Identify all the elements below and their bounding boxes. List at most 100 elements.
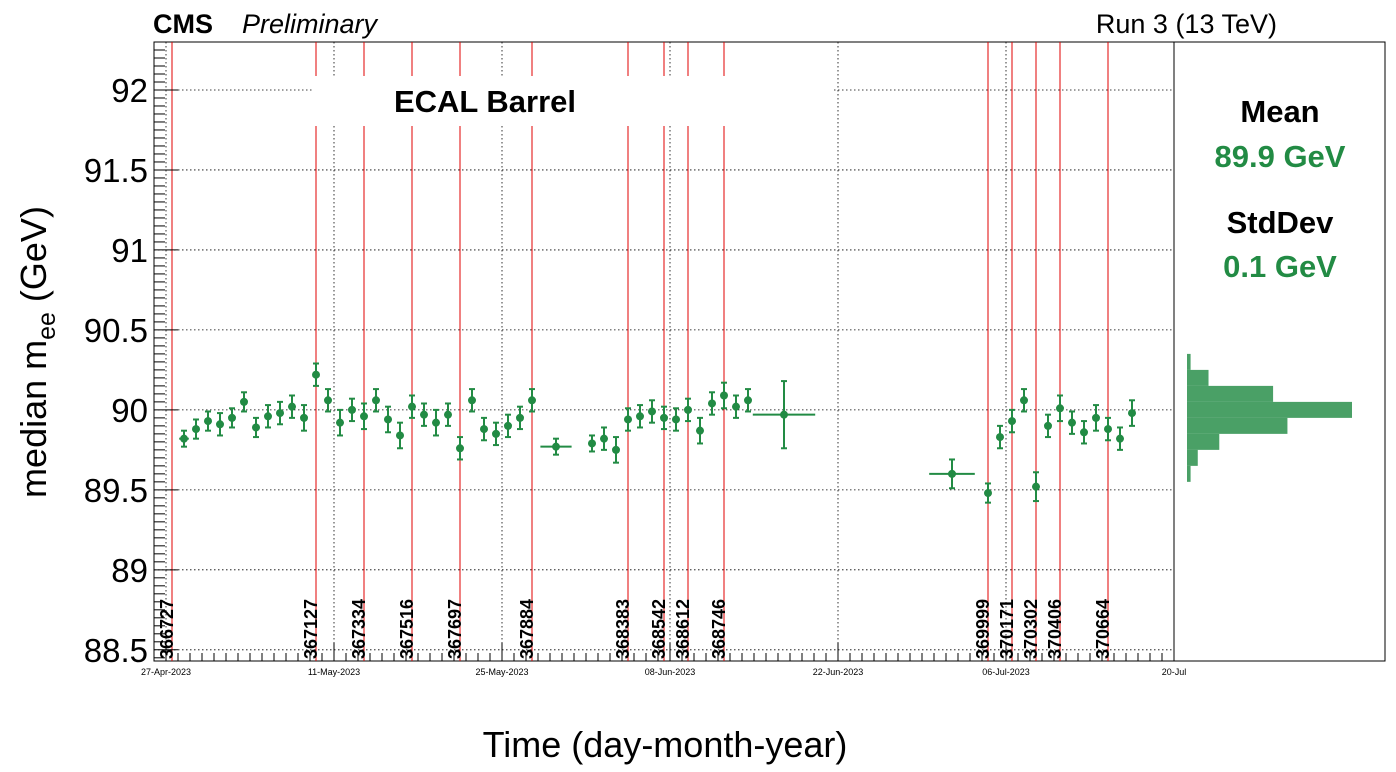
data-point <box>396 431 404 440</box>
data-point <box>420 410 428 419</box>
x-tick-label: 20-Jul <box>1162 667 1187 677</box>
data-point <box>780 410 788 419</box>
mean-label: Mean <box>1240 94 1319 129</box>
x-tick-label: 08-Jun-2023 <box>645 667 696 677</box>
data-point <box>360 412 368 421</box>
data-point <box>948 469 956 478</box>
histogram-bar <box>1187 369 1209 386</box>
data-point <box>1128 409 1136 418</box>
chart-title: ECAL Barrel <box>394 84 576 119</box>
run-label: 367516 <box>397 599 417 659</box>
data-point <box>1068 418 1076 427</box>
data-point <box>744 396 752 405</box>
y-tick-label: 92 <box>111 72 148 109</box>
x-axis-title: Time (day-month-year) <box>483 724 848 765</box>
x-tick-label: 27-Apr-2023 <box>141 667 191 677</box>
data-point <box>336 418 344 427</box>
data-point <box>192 425 200 434</box>
x-tick-label: 11-May-2023 <box>308 667 360 677</box>
histogram-bar <box>1187 401 1352 418</box>
data-point <box>528 396 536 405</box>
data-point <box>252 423 260 432</box>
data-point <box>696 426 704 435</box>
data-point <box>348 405 356 414</box>
title-backdrop <box>312 76 832 126</box>
run-label: 368746 <box>709 599 729 659</box>
data-point <box>732 402 740 411</box>
data-point <box>648 407 656 416</box>
run-label: 369999 <box>973 599 993 659</box>
data-point <box>624 415 632 424</box>
run-label: 370406 <box>1045 599 1065 659</box>
data-point <box>516 413 524 422</box>
data-point <box>288 402 296 411</box>
histogram-bar <box>1187 417 1288 434</box>
histogram-bar <box>1187 353 1191 370</box>
y-tick-label: 91 <box>111 232 148 269</box>
data-point <box>984 489 992 498</box>
y-axis-title-main: median m <box>13 340 54 498</box>
data-point <box>228 413 236 422</box>
data-point <box>204 417 212 426</box>
data-point <box>1104 425 1112 434</box>
data-point <box>240 397 248 406</box>
x-tick-label: 25-May-2023 <box>475 667 528 677</box>
data-point <box>1044 421 1052 430</box>
histogram-bar <box>1187 465 1191 482</box>
data-point <box>1056 404 1064 413</box>
data-point <box>720 391 728 400</box>
preliminary-label: Preliminary <box>242 9 379 39</box>
run-label: 368383 <box>613 599 633 659</box>
data-point <box>672 415 680 424</box>
data-points <box>179 362 1136 504</box>
data-point <box>1092 413 1100 422</box>
y-tick-label: 90.5 <box>84 312 148 349</box>
title-layer: ECAL Barrel <box>312 76 832 126</box>
y-tick-label: 89.5 <box>84 472 148 509</box>
cms-label: CMS <box>153 9 213 39</box>
data-point <box>504 421 512 430</box>
data-point <box>444 410 452 419</box>
y-axis-title-unit: (GeV) <box>13 206 54 312</box>
stddev-value: 0.1 GeV <box>1223 249 1337 284</box>
run-label: 367884 <box>517 599 537 659</box>
histogram <box>1187 353 1352 482</box>
run-label: 366727 <box>157 599 177 659</box>
data-point <box>408 402 416 411</box>
data-point <box>708 399 716 408</box>
data-point <box>1032 482 1040 491</box>
data-point <box>456 444 464 453</box>
data-point <box>1008 417 1016 426</box>
mean-value: 89.9 GeV <box>1215 139 1346 174</box>
data-point <box>432 418 440 427</box>
data-point <box>996 433 1004 442</box>
histogram-panel-frame <box>1173 41 1386 662</box>
data-point <box>276 409 284 418</box>
y-tick-label: 89 <box>111 552 148 589</box>
y-axis-title: median mee (GeV) <box>13 206 61 498</box>
data-point <box>612 445 620 454</box>
histogram-bar <box>1187 449 1198 466</box>
run-label: 367334 <box>349 599 369 659</box>
data-point <box>180 434 188 443</box>
stddev-label: StdDev <box>1227 205 1335 240</box>
run-labels: 366727 367127 367334 367516 367697 367884 3683… <box>157 599 1113 659</box>
y-tick-label: 90 <box>111 392 148 429</box>
data-point <box>312 370 320 379</box>
data-point <box>300 413 308 422</box>
run-label: 370302 <box>1021 599 1041 659</box>
data-point <box>1080 428 1088 437</box>
data-point <box>324 396 332 405</box>
run-label: 370664 <box>1093 599 1113 659</box>
run-label: 367127 <box>301 599 321 659</box>
data-point <box>492 429 500 438</box>
data-point <box>588 439 596 448</box>
histogram-bar <box>1187 433 1220 450</box>
run-label: 368612 <box>673 599 693 659</box>
run-label: 370171 <box>997 599 1017 659</box>
histogram-bar <box>1187 385 1274 402</box>
run-lines <box>171 42 1109 661</box>
y-axis-title-subscript: ee <box>33 312 61 340</box>
data-point <box>384 415 392 424</box>
